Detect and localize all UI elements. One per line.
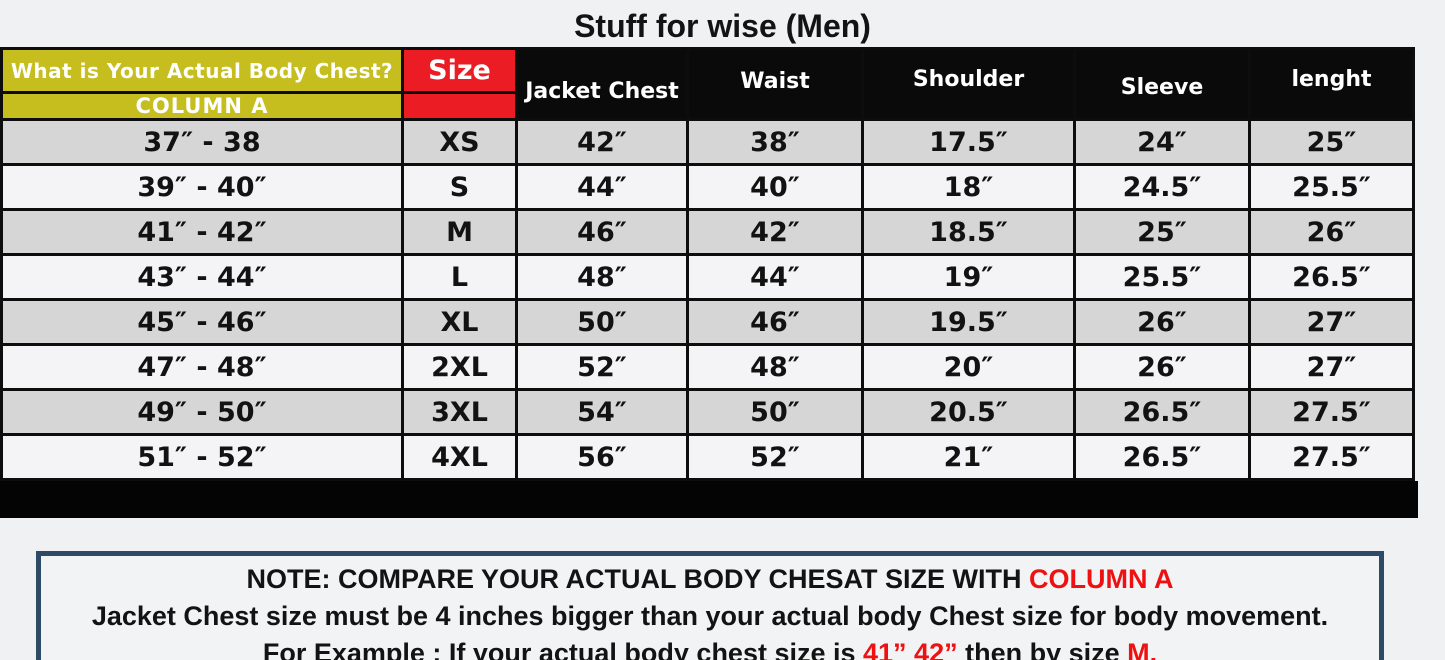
waist-cell: 42″ [686,208,864,256]
length-header-label: lenght [1291,66,1372,92]
size-cell: 2XL [401,343,518,391]
note-line-1: NOTE: COMPARE YOUR ACTUAL BODY CHESAT SI… [49,561,1371,598]
length-cell: 25.5″ [1248,163,1415,211]
length-header: lenght [1248,47,1415,121]
shoulder-cell: 17.5″ [861,118,1076,166]
note-line3-text-a: For Example : If your actual body chest … [262,638,864,660]
table-row: 51″ - 52″ 4XL 56″ 52″ 21″ 26.5″ 27.5″ [0,433,1415,481]
waist-cell: 50″ [686,388,864,436]
note-line1-text: NOTE: COMPARE YOUR ACTUAL BODY CHESAT SI… [246,564,1030,594]
note-box: NOTE: COMPARE YOUR ACTUAL BODY CHESAT SI… [36,551,1384,660]
size-cell: S [401,163,518,211]
note-line3-highlight-size-m: M. [1127,638,1158,660]
jacket-chest-cell: 42″ [515,118,689,166]
length-cell: 27″ [1248,298,1415,346]
waist-cell: 40″ [686,163,864,211]
header-row-2: COLUMN A [0,91,1414,121]
table-row: 39″ - 40″ S 44″ 40″ 18″ 24.5″ 25.5″ [0,163,1415,211]
table-row: 49″ - 50″ 3XL 54″ 50″ 20.5″ 26.5″ 27.5″ [0,388,1415,436]
shoulder-header: Shoulder [861,47,1076,121]
table-row: 47″ - 48″ 2XL 52″ 48″ 20″ 26″ 27″ [0,343,1415,391]
sleeve-cell: 26″ [1073,343,1251,391]
note-line1-highlight: COLUMN A [1029,564,1174,594]
jacket-chest-cell: 56″ [515,433,689,481]
waist-cell: 38″ [686,118,864,166]
shoulder-cell: 21″ [861,433,1076,481]
sleeve-cell: 24″ [1073,118,1251,166]
size-cell: L [401,253,518,301]
size-cell: 4XL [401,433,518,481]
length-cell: 27″ [1248,343,1415,391]
waist-cell: 52″ [686,433,864,481]
table-row: 43″ - 44″ L 48″ 44″ 19″ 25.5″ 26.5″ [0,253,1415,301]
page-title: Stuff for wise (Men) [574,8,871,44]
sleeve-header-label: Sleeve [1120,74,1204,100]
length-cell: 26.5″ [1248,253,1415,301]
sleeve-cell: 26.5″ [1073,433,1251,481]
jacket-chest-cell: 44″ [515,163,689,211]
body-chest-cell: 43″ - 44″ [0,253,404,301]
jacket-chest-cell: 52″ [515,343,689,391]
length-cell: 26″ [1248,208,1415,256]
sleeve-cell: 26.5″ [1073,388,1251,436]
body-chest-cell: 51″ - 52″ [0,433,404,481]
size-chart-table: What is Your Actual Body Chest? Size Jac… [0,47,1415,481]
body-chest-cell: 49″ - 50″ [0,388,404,436]
waist-header: Waist [686,47,864,121]
body-chest-cell: 47″ - 48″ [0,343,404,391]
jacket-chest-header-label: Jacket Chest [525,78,679,104]
waist-cell: 48″ [686,343,864,391]
note-line3-highlight-sizes: 41” 42” [863,638,958,660]
waist-header-label: Waist [740,68,810,94]
sleeve-cell: 26″ [1073,298,1251,346]
length-cell: 25″ [1248,118,1415,166]
column-a-label: COLUMN A [0,91,404,121]
shoulder-cell: 19″ [861,253,1076,301]
sleeve-cell: 24.5″ [1073,163,1251,211]
size-cell: XL [401,298,518,346]
waist-cell: 46″ [686,298,864,346]
note-line-3: For Example : If your actual body chest … [49,635,1371,660]
table-row: 37″ - 38 XS 42″ 38″ 17.5″ 24″ 25″ [0,118,1415,166]
shoulder-cell: 20″ [861,343,1076,391]
note-line-2: Jacket Chest size must be 4 inches bigge… [91,601,1329,631]
jacket-chest-cell: 48″ [515,253,689,301]
jacket-chest-cell: 46″ [515,208,689,256]
column-a-question-header: What is Your Actual Body Chest? [0,47,404,94]
jacket-chest-cell: 50″ [515,298,689,346]
size-header: Size [401,47,518,94]
size-cell: 3XL [401,388,518,436]
shoulder-cell: 18″ [861,163,1076,211]
body-chest-cell: 37″ - 38 [0,118,404,166]
length-cell: 27.5″ [1248,388,1415,436]
table-row: 41″ - 42″ M 46″ 42″ 18.5″ 25″ 26″ [0,208,1415,256]
header-row-1: What is Your Actual Body Chest? Size Jac… [0,47,1415,121]
size-cell: M [401,208,518,256]
note-line3-text-b: then by size [957,638,1128,660]
sleeve-header: Sleeve [1073,47,1251,121]
table-row: 45″ - 46″ XL 50″ 46″ 19.5″ 26″ 27″ [0,298,1415,346]
jacket-chest-header: Jacket Chest [515,47,689,121]
body-chest-cell: 39″ - 40″ [0,163,404,211]
shoulder-cell: 20.5″ [861,388,1076,436]
body-chest-cell: 41″ - 42″ [0,208,404,256]
length-cell: 27.5″ [1248,433,1415,481]
table-bottom-bar [0,481,1418,518]
shoulder-header-label: Shoulder [912,66,1025,92]
size-header-empty-cell [401,91,518,121]
waist-cell: 44″ [686,253,864,301]
sleeve-cell: 25″ [1073,208,1251,256]
shoulder-cell: 18.5″ [861,208,1076,256]
size-cell: XS [401,118,518,166]
jacket-chest-cell: 54″ [515,388,689,436]
sleeve-cell: 25.5″ [1073,253,1251,301]
shoulder-cell: 19.5″ [861,298,1076,346]
body-chest-cell: 45″ - 46″ [0,298,404,346]
